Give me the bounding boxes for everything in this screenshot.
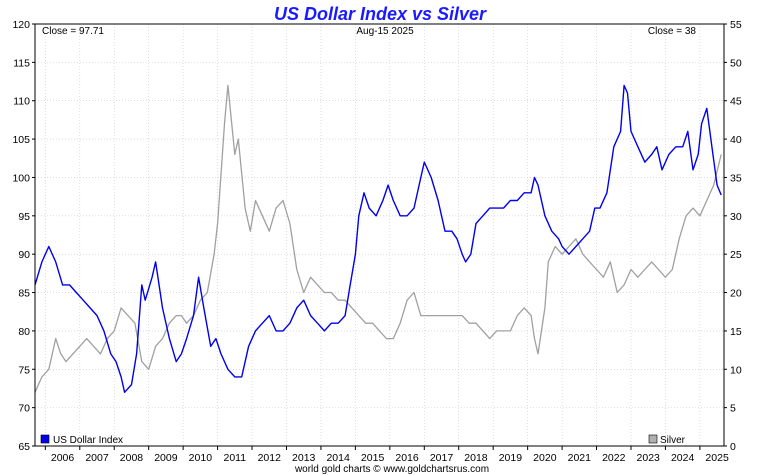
x-tick-label: 2015 (361, 452, 385, 464)
grid (35, 24, 724, 446)
x-tick-label: 2010 (189, 452, 213, 464)
y-left-tick-label: 75 (18, 364, 30, 376)
y-right-tick-label: 10 (730, 364, 742, 376)
x-tick-label: 2009 (154, 452, 178, 464)
y-right-tick-label: 0 (730, 441, 736, 453)
y-right-tick-label: 20 (730, 288, 742, 300)
date-label: Aug-15 2025 (356, 26, 414, 37)
x-tick-label: 2020 (533, 452, 557, 464)
y-right-tick-label: 35 (730, 172, 742, 184)
legend-right-swatch (648, 434, 658, 444)
x-tick-label: 2006 (51, 452, 75, 464)
x-tick-label: 2021 (568, 452, 592, 464)
y-right-tick-label: 45 (730, 96, 742, 108)
y-left-tick-label: 65 (18, 441, 30, 453)
y-left-tick-label: 120 (12, 19, 30, 31)
y-left-tick-label: 85 (18, 288, 30, 300)
y-right-tick-label: 30 (730, 211, 742, 223)
us-dollar-index-line (34, 84, 722, 393)
x-tick-label: 2017 (430, 452, 454, 464)
y-right-tick-label: 25 (730, 249, 742, 261)
y-right-tick-label: 5 (730, 403, 736, 415)
silver-line (34, 84, 722, 393)
y-left-tick-label: 115 (13, 57, 30, 69)
close-left-label: Close = 97.71 (42, 26, 104, 37)
y-left-tick-label: 110 (13, 96, 30, 108)
x-tick-label: 2014 (326, 452, 350, 464)
legend-left-label: US Dollar Index (53, 435, 123, 446)
x-tick-label: 2024 (671, 452, 695, 464)
y-right-tick-label: 40 (730, 134, 742, 146)
x-tick-label: 2019 (499, 452, 523, 464)
plot-frame (34, 23, 725, 447)
y-left-tick-label: 70 (18, 403, 30, 415)
x-tick-label: 2016 (395, 452, 419, 464)
x-tick-label: 2008 (120, 452, 144, 464)
y-left-tick-label: 90 (18, 249, 30, 261)
x-axis: 2006 2007 2008 2009 2010 2011 2012 2013 2014 2015… (44, 446, 729, 464)
chart-title: US Dollar Index vs Silver (274, 4, 487, 24)
x-tick-label: 2011 (224, 452, 247, 464)
y-left-tick-label: 100 (12, 172, 30, 184)
x-tick-label: 2007 (85, 452, 109, 464)
legend-left-swatch (40, 434, 50, 444)
close-right-label: Close = 38 (648, 26, 697, 37)
y-left-tick-label: 105 (12, 134, 30, 146)
y-right-tick-label: 55 (730, 19, 742, 31)
x-tick-label: 2018 (464, 452, 488, 464)
series-layer (34, 84, 722, 393)
y-axis-left: 65 70 75 80 85 90 95 100 105 110 115 120 (12, 19, 35, 453)
x-tick-label: 2022 (602, 452, 626, 464)
y-axis-right: 0 5 10 15 20 25 30 35 40 45 50 55 (724, 19, 742, 453)
footer-credit: world gold charts © www.goldchartsrus.co… (294, 464, 489, 475)
y-right-tick-label: 50 (730, 57, 742, 69)
y-left-tick-label: 80 (18, 326, 30, 338)
y-right-tick-label: 15 (730, 326, 742, 338)
legend-right-label: Silver (660, 435, 686, 446)
x-tick-label: 2013 (292, 452, 316, 464)
x-tick-label: 2023 (637, 452, 661, 464)
y-left-tick-label: 95 (18, 211, 30, 223)
x-tick-label: 2012 (258, 452, 282, 464)
x-tick-label: 2025 (705, 452, 729, 464)
